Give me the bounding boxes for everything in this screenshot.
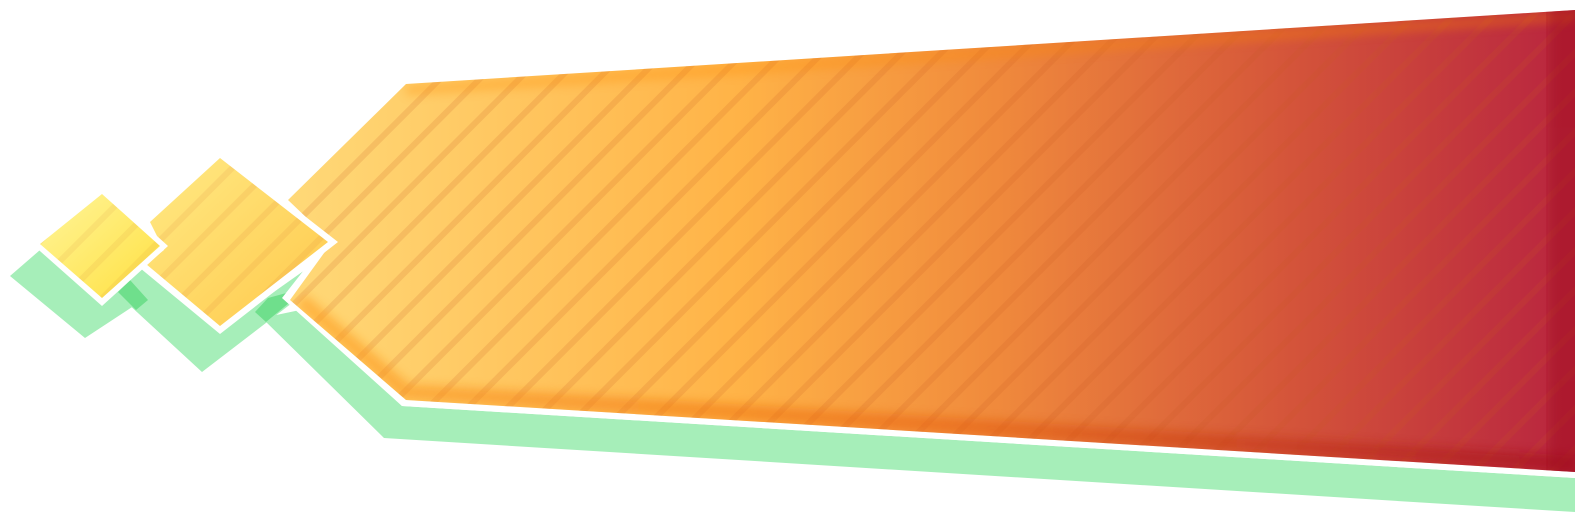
banner-graphic: [0, 0, 1575, 520]
